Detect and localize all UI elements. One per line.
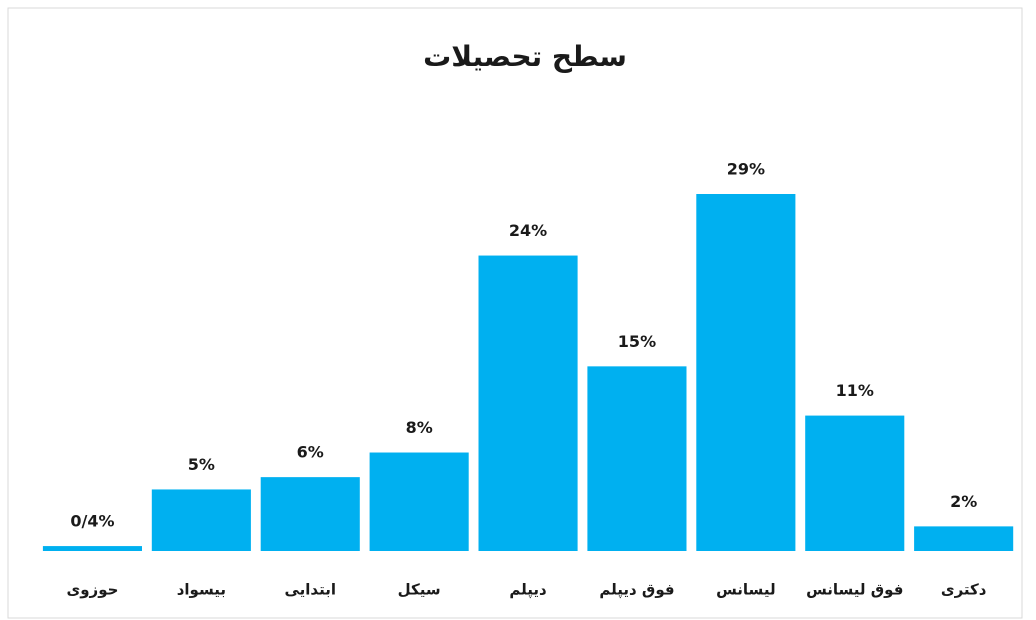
bar (805, 415, 905, 551)
x-tick-label: فوق لیسانس (806, 581, 903, 599)
value-label: 24% (509, 221, 547, 240)
bar (369, 452, 469, 551)
bar (42, 546, 142, 551)
x-tick-label: دکتری (941, 581, 987, 599)
value-label: 15% (618, 332, 656, 351)
x-tick-label: ابتدایی (284, 581, 336, 599)
x-tick-label: دیپلم (509, 581, 547, 600)
value-label: 11% (836, 381, 874, 400)
x-tick-label: فوق دیپلم (599, 581, 674, 600)
x-tick-label: سیکل (398, 581, 441, 599)
value-label: 29% (727, 160, 765, 179)
bar (151, 489, 251, 551)
value-label: 6% (297, 443, 324, 462)
x-tick-label: حوزوی (66, 581, 118, 599)
value-label: 5% (188, 455, 215, 474)
bar (587, 366, 687, 551)
bar (260, 477, 360, 551)
bar (914, 526, 1014, 551)
value-label: 2% (950, 492, 977, 511)
value-label: 8% (406, 418, 433, 437)
value-label: 0/4% (70, 512, 114, 531)
bar (696, 194, 796, 551)
x-tick-label: بیسواد (177, 581, 226, 599)
x-tick-label: لیسانس (716, 581, 776, 599)
bar (478, 255, 578, 551)
chart-title: سطح تحصیلات (423, 40, 627, 73)
